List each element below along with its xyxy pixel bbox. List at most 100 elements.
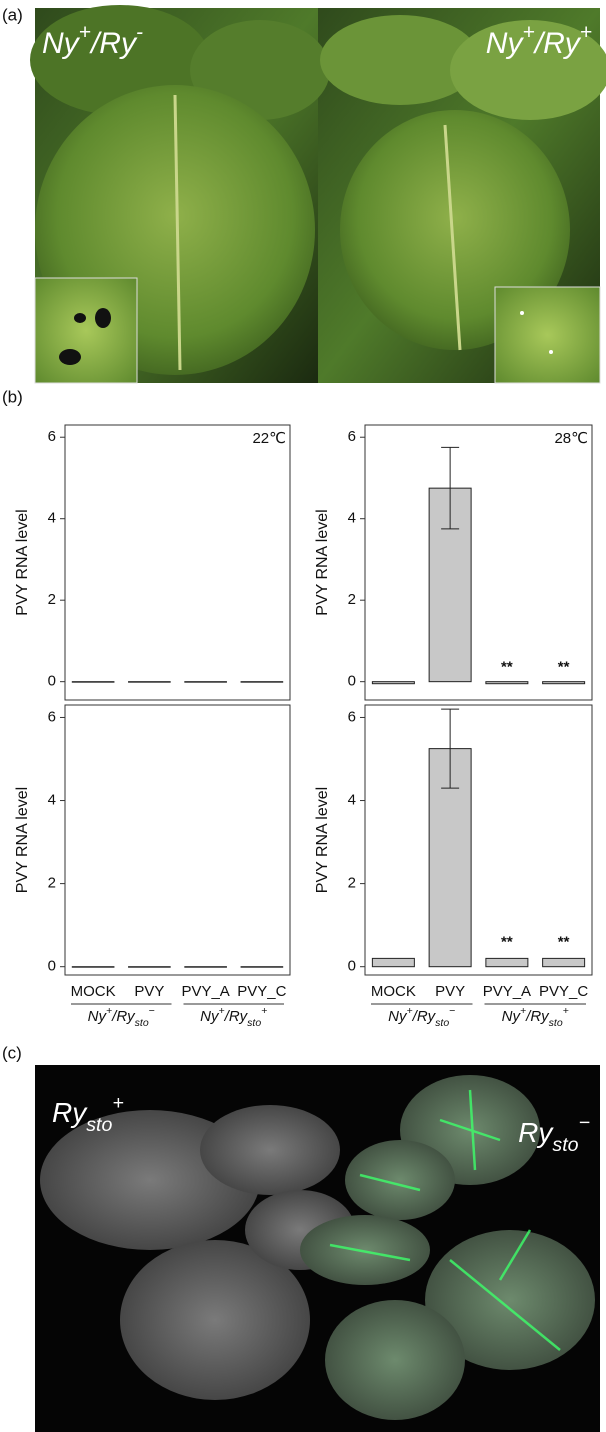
text-part: sto — [552, 1134, 578, 1156]
text-part: Ny — [200, 1008, 220, 1025]
text-part: − — [579, 1112, 590, 1134]
y-axis-label: PVY RNA level — [14, 509, 31, 615]
text-part: Ry — [52, 1097, 88, 1128]
text-part: + — [580, 21, 592, 44]
y-tick-label: 2 — [348, 591, 356, 608]
bar — [542, 957, 586, 968]
text-part: + — [520, 1005, 526, 1017]
plot-frame — [64, 704, 291, 976]
y-axis-label: PVY RNA level — [14, 787, 31, 893]
text-part: Ny — [42, 27, 81, 60]
y-tick-label: 4 — [48, 510, 56, 527]
text-part: + — [522, 21, 534, 44]
y-tick-label: 0 — [348, 673, 356, 690]
text-part: /Ry — [111, 1008, 136, 1025]
text-part: sto — [549, 1017, 563, 1029]
text-part: sto — [435, 1017, 449, 1029]
text-part: sto — [135, 1017, 149, 1029]
text-part: + — [563, 1005, 569, 1017]
plot-frame — [364, 704, 593, 976]
y-tick-label: 6 — [348, 708, 356, 725]
panel-title: 22℃ — [252, 430, 286, 447]
group-label: Ny+/Rysto− — [388, 1005, 455, 1029]
x-tick-label: PVY — [435, 983, 465, 1000]
y-tick-label: 6 — [48, 428, 56, 445]
y-tick-label: 6 — [48, 708, 56, 725]
photo-label: Ny+/Ry+ — [486, 21, 592, 60]
text-part: /Ry — [224, 1008, 249, 1025]
group-label: Ny+/Rysto− — [88, 1005, 155, 1029]
bar — [371, 681, 415, 685]
text-part: /Ry — [89, 27, 138, 60]
y-tick-label: 0 — [48, 673, 56, 690]
x-tick-label: PVY — [134, 983, 164, 1000]
panel-label: (c) — [2, 1043, 22, 1062]
plot-frame — [64, 424, 291, 701]
bar — [184, 681, 227, 683]
x-tick-label: PVY_C — [539, 983, 588, 1000]
text-part: /Ry — [533, 27, 582, 60]
y-tick-label: 2 — [348, 875, 356, 892]
significance-label: ** — [558, 659, 570, 676]
bar — [71, 966, 115, 968]
text-part: /Ry — [412, 1008, 437, 1025]
photo-c — [35, 1065, 600, 1432]
group-label: Ny+/Rysto+ — [200, 1005, 267, 1029]
y-tick-label: 6 — [348, 428, 356, 445]
group-label: Ny+/Rysto+ — [502, 1005, 569, 1029]
bar — [128, 681, 171, 683]
bar — [542, 681, 586, 685]
bar — [184, 966, 227, 968]
text-part: - — [136, 21, 143, 44]
panel-label: (b) — [2, 387, 23, 406]
photo-a — [30, 5, 606, 384]
text-part: + — [79, 21, 91, 44]
text-part: Ny — [388, 1008, 408, 1025]
y-tick-label: 0 — [48, 958, 56, 975]
significance-label: ** — [501, 659, 513, 676]
text-part: sto — [86, 1114, 112, 1136]
bar — [71, 681, 115, 683]
significance-label: ** — [558, 933, 570, 950]
y-tick-label: 0 — [348, 958, 356, 975]
text-part: Ny — [502, 1008, 522, 1025]
significance-label: ** — [501, 933, 513, 950]
y-tick-label: 4 — [348, 510, 356, 527]
text-part: Ny — [486, 27, 525, 60]
photo-label: Rysto− — [518, 1112, 590, 1156]
x-tick-label: PVY_A — [483, 983, 531, 1000]
y-tick-label: 2 — [48, 591, 56, 608]
bar — [240, 681, 284, 683]
plot-frame — [364, 424, 593, 701]
x-tick-label: MOCK — [71, 983, 116, 1000]
bar — [485, 957, 529, 968]
text-part: − — [149, 1005, 155, 1017]
x-tick-label: PVY_A — [181, 983, 229, 1000]
photo-label: Rysto+ — [52, 1092, 124, 1136]
text-part: + — [261, 1005, 267, 1017]
error-bar — [441, 708, 460, 789]
bar — [128, 966, 171, 968]
panel-label: (a) — [2, 5, 23, 24]
x-tick-label: PVY_C — [237, 983, 286, 1000]
y-axis-label: PVY RNA level — [314, 509, 331, 615]
y-axis-label: PVY RNA level — [314, 787, 331, 893]
text-part: − — [449, 1005, 455, 1017]
text-part: + — [407, 1005, 413, 1017]
error-bar — [441, 446, 460, 530]
text-part: Ry — [518, 1117, 554, 1148]
text-part: Ny — [88, 1008, 108, 1025]
text-part: + — [112, 1092, 123, 1114]
photo-label: Ny+/Ry- — [42, 21, 143, 60]
panel-title: 28℃ — [554, 430, 588, 447]
y-tick-label: 4 — [48, 792, 56, 809]
x-tick-label: MOCK — [371, 983, 416, 1000]
text-part: sto — [247, 1017, 261, 1029]
y-tick-label: 2 — [48, 875, 56, 892]
text-part: + — [106, 1005, 112, 1017]
bar — [485, 681, 529, 685]
text-part: + — [219, 1005, 225, 1017]
bar — [240, 966, 284, 968]
y-tick-label: 4 — [348, 792, 356, 809]
